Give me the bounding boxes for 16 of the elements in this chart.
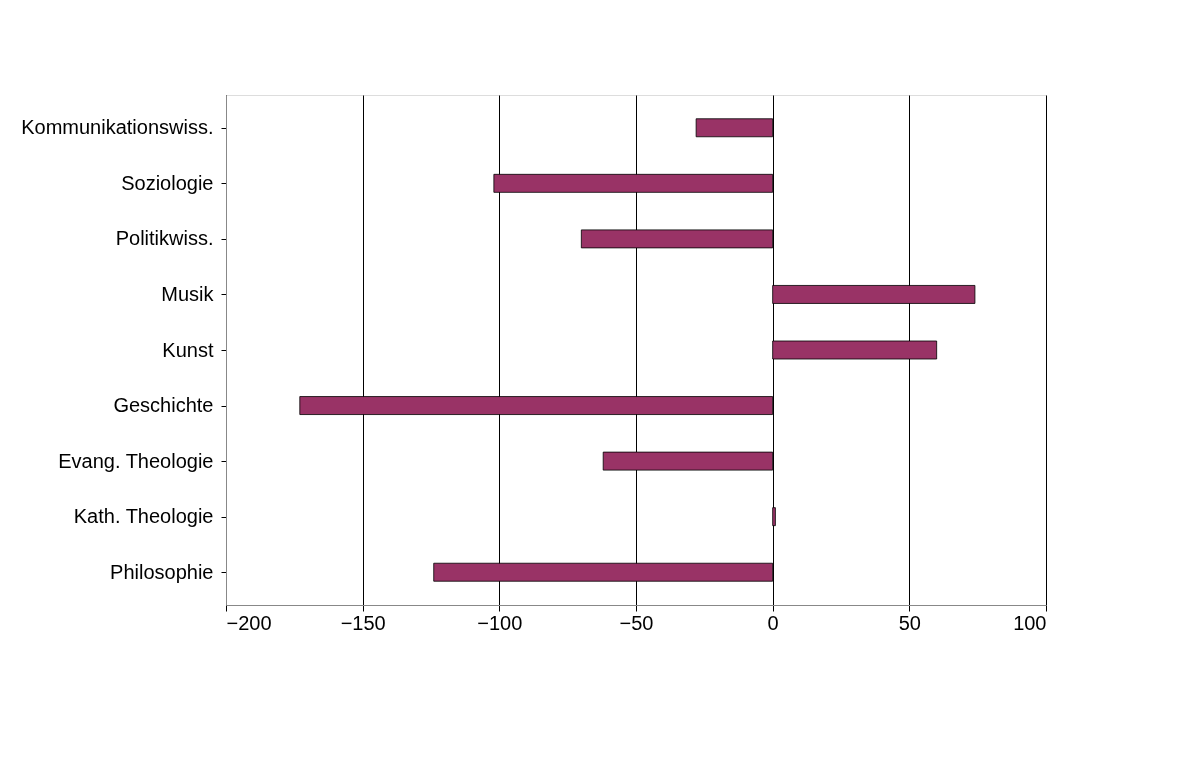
x-tick-label: −50 xyxy=(619,611,654,634)
y-tick-label: Kunst xyxy=(162,338,214,361)
y-tick-label: Evang. Theologie xyxy=(58,449,214,472)
y-tick-label: Kommunikationswiss. xyxy=(21,116,214,139)
y-tick-label: Philosophie xyxy=(110,560,214,583)
x-tick-label: −100 xyxy=(477,611,523,634)
x-tick-label: −200 xyxy=(226,611,272,634)
x-tick-label: 100 xyxy=(1013,611,1047,634)
y-tick-label: Politikwiss. xyxy=(115,227,214,250)
y-tick-label: Musik xyxy=(161,282,215,305)
y-tick-label: Soziologie xyxy=(121,171,214,194)
x-tick-label: 50 xyxy=(898,611,921,634)
x-tick-label: −150 xyxy=(340,611,386,634)
y-tick-label: Kath. Theologie xyxy=(73,505,214,528)
y-tick-label: Geschichte xyxy=(113,394,214,417)
x-tick-label: 0 xyxy=(767,611,779,634)
